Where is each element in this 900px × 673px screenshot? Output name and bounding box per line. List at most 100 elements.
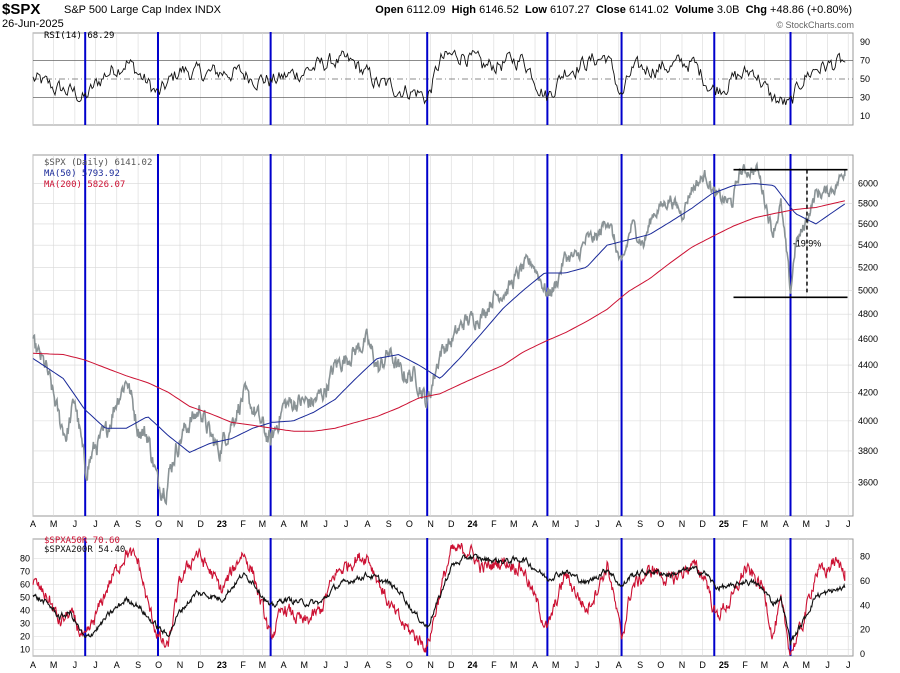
legend-spxa50r: $SPXA50R 70.60 <box>44 536 120 546</box>
x-tick-label-breadth: F <box>240 660 246 670</box>
close-label: Close <box>595 4 626 16</box>
chg-label: Chg <box>745 4 767 16</box>
price-y-tick: 5000 <box>858 285 878 295</box>
x-tick-label-price: F <box>240 519 246 529</box>
x-tick-label-breadth: 23 <box>217 660 227 670</box>
y-tick-labels: 10 30 50 70 90 3600 3800 4000 4200 4400 4600 4800 50… <box>20 37 878 659</box>
high-value: 6146.52 <box>479 4 519 16</box>
symbol-title: $SPX <box>2 1 41 18</box>
x-tick-label-breadth: S <box>637 660 643 670</box>
price-y-tick: 4600 <box>858 334 878 344</box>
rsi-y-tick: 90 <box>860 37 870 47</box>
x-tick-label-breadth: A <box>532 660 538 670</box>
x-tick-label-breadth: D <box>699 660 706 670</box>
x-tick-label-price: O <box>406 519 413 529</box>
ohlc-readout: Open 6112.09 High 6146.52 Low 6107.27 Cl… <box>375 4 852 16</box>
x-tick-label-price: A <box>114 519 120 529</box>
x-tick-label-breadth: O <box>657 660 664 670</box>
price-y-tick: 5400 <box>858 240 878 250</box>
x-tick-label-price: J <box>575 519 580 529</box>
breadth-right-y-tick: 0 <box>860 649 865 659</box>
x-tick-label-breadth: J <box>846 660 851 670</box>
x-tick-label-price: D <box>197 519 204 529</box>
x-tick-label-price: F <box>491 519 497 529</box>
x-tick-label-price: M <box>259 519 267 529</box>
breadth-left-y-tick: 70 <box>20 567 30 577</box>
x-tick-label-price: J <box>344 519 349 529</box>
price-y-tick: 4000 <box>858 416 878 426</box>
x-tick-label-breadth: M <box>761 660 769 670</box>
x-tick-label-breadth: A <box>783 660 789 670</box>
chart-header: $SPX S&P 500 Large Cap Index INDX 26-Jun… <box>0 0 900 32</box>
rsi-y-tick: 10 <box>860 111 870 121</box>
x-tick-label-price: J <box>846 519 851 529</box>
breadth-right-y-tick: 40 <box>860 600 870 610</box>
breadth-left-y-tick: 20 <box>20 632 30 642</box>
legend-spx: $SPX (Daily) 6141.02 <box>44 158 152 168</box>
x-tick-label-price: N <box>679 519 686 529</box>
x-tick-label-price: 23 <box>217 519 227 529</box>
x-tick-label-price: M <box>50 519 58 529</box>
grid-lines <box>32 33 853 656</box>
price-y-tick: 6000 <box>858 179 878 189</box>
index-full-name: S&P 500 Large Cap Index <box>64 4 192 16</box>
rsi-line <box>32 49 846 106</box>
low-value: 6107.27 <box>550 4 590 16</box>
x-tick-label-price: S <box>637 519 643 529</box>
rsi-y-tick: 30 <box>860 92 870 102</box>
spxa50r-line <box>32 542 846 656</box>
x-tick-label-price: D <box>448 519 455 529</box>
index-name: S&P 500 Large Cap Index INDX <box>64 4 221 16</box>
low-label: Low <box>524 4 547 16</box>
x-tick-label-breadth: A <box>30 660 36 670</box>
x-tick-label-price: 25 <box>719 519 729 529</box>
legends: RSI(14) 68.29 $SPX (Daily) 6141.02 MA(50… <box>44 31 152 555</box>
breadth-left-y-tick: 50 <box>20 593 30 603</box>
series-lines <box>32 49 846 656</box>
x-tick-label-price: O <box>155 519 162 529</box>
x-tick-label-price: S <box>135 519 141 529</box>
x-tick-label-price: F <box>742 519 748 529</box>
x-tick-label-breadth: M <box>803 660 811 670</box>
x-tick-label-breadth: F <box>491 660 497 670</box>
x-tick-label-price: N <box>427 519 434 529</box>
ma200-line <box>32 200 845 432</box>
x-tick-label-price: S <box>386 519 392 529</box>
x-tick-label-price: J <box>825 519 830 529</box>
rsi-y-tick: 70 <box>860 56 870 66</box>
x-tick-label-price: 24 <box>468 519 478 529</box>
price-y-tick: 3800 <box>858 446 878 456</box>
x-tick-label-price: M <box>552 519 560 529</box>
x-tick-label-price: M <box>803 519 811 529</box>
x-tick-label-breadth: J <box>595 660 600 670</box>
x-tick-label-price: N <box>177 519 184 529</box>
x-tick-label-breadth: N <box>427 660 434 670</box>
ma50-line <box>32 183 846 453</box>
x-tick-label-price: A <box>616 519 622 529</box>
x-tick-label-breadth: J <box>93 660 98 670</box>
price-y-tick: 5200 <box>858 262 878 272</box>
x-tick-label-price: J <box>73 519 78 529</box>
x-tick-label-breadth: M <box>510 660 518 670</box>
price-y-tick: 4800 <box>858 309 878 319</box>
legend-spxa200r: $SPXA200R 54.40 <box>44 545 125 555</box>
x-tick-label-breadth: S <box>135 660 141 670</box>
breadth-right-y-tick: 60 <box>860 576 870 586</box>
x-tick-label-price: M <box>761 519 769 529</box>
x-tick-label-breadth: M <box>50 660 58 670</box>
volume-value: 3.0B <box>716 4 740 16</box>
x-tick-label-breadth: J <box>825 660 830 670</box>
stockcharts-brand: © StockCharts.com <box>776 20 854 30</box>
x-tick-label-breadth: S <box>386 660 392 670</box>
x-tick-label-price: O <box>657 519 664 529</box>
chg-value: +48.86 (+0.80%) <box>770 4 852 16</box>
volume-label: Volume <box>674 4 714 16</box>
legend-ma200: MA(200) 5826.07 <box>44 180 125 190</box>
x-tick-label-breadth: A <box>114 660 120 670</box>
price-y-tick: 4200 <box>858 387 878 397</box>
x-tick-label-breadth: D <box>197 660 204 670</box>
x-tick-label-breadth: A <box>281 660 287 670</box>
x-tick-label-price: J <box>323 519 328 529</box>
high-label: High <box>451 4 477 16</box>
